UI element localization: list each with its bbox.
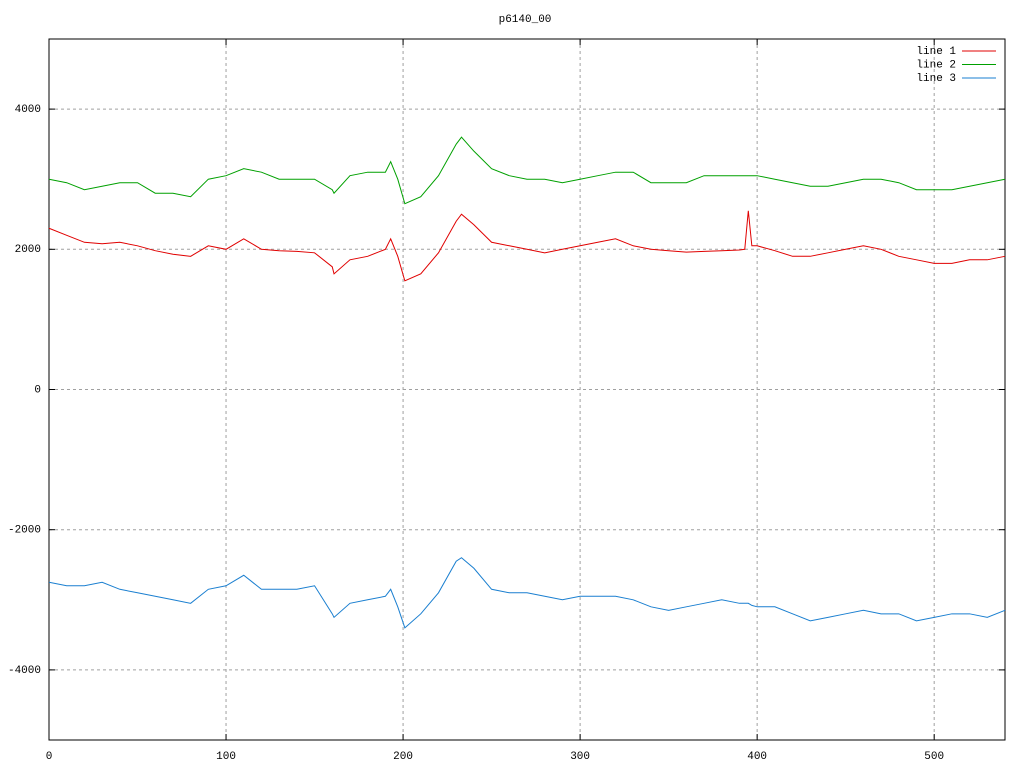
y-tick-label: 2000	[15, 244, 41, 256]
x-tick-label: 300	[570, 751, 590, 763]
x-tick-label: 500	[924, 751, 944, 763]
legend-label: line 2	[916, 59, 956, 71]
x-tick-label: 200	[393, 751, 413, 763]
chart-title: p6140_00	[499, 14, 552, 26]
x-tick-label: 0	[46, 751, 53, 763]
series-line	[48, 210, 1006, 282]
y-tick-label: 4000	[15, 104, 41, 116]
series-line	[48, 557, 1006, 629]
y-tick-label: -2000	[8, 525, 41, 537]
plot-border	[48, 38, 1006, 741]
y-tick-label: -4000	[8, 665, 41, 677]
x-tick-label: 100	[216, 751, 236, 763]
y-tick-label: 0	[34, 384, 41, 396]
legend-label: line 3	[916, 73, 956, 85]
x-tick-label: 400	[747, 751, 767, 763]
legend-label: line 1	[916, 46, 956, 58]
series-line	[48, 136, 1006, 205]
